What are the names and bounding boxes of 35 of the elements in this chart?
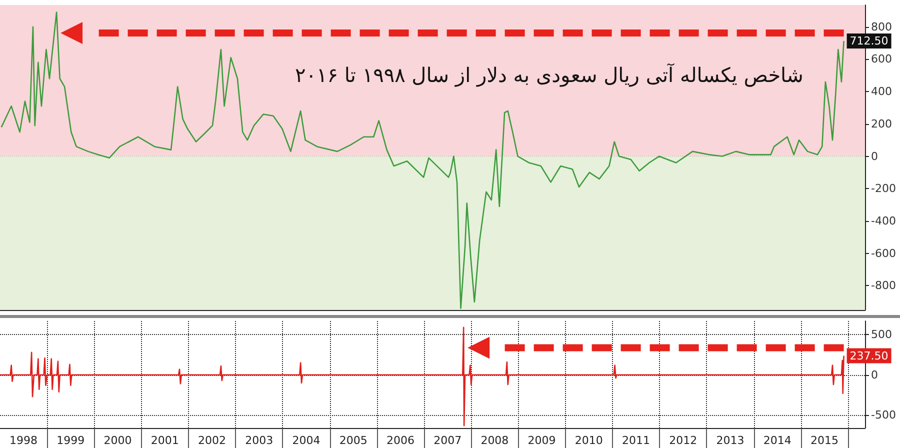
x-tick-label: 1999 [56, 434, 85, 447]
x-tick-label: 2015 [810, 434, 838, 447]
x-tick-label: 2004 [292, 434, 320, 447]
x-tick-label: 2003 [245, 434, 274, 447]
y-tick-label: -600 [871, 246, 896, 260]
x-tick-label: 2012 [669, 434, 698, 447]
y-tick-label: 400 [871, 85, 892, 98]
x-tick-label: 2008 [480, 434, 509, 447]
x-tick-label: 2000 [104, 434, 132, 447]
y-tick-label: 0 [871, 368, 878, 382]
x-tick-label: 2011 [622, 434, 650, 447]
y-tick-label: -400 [871, 214, 896, 228]
x-tick-label: 2014 [763, 434, 792, 447]
y-tick-label: 0 [871, 150, 878, 163]
x-tick-label: 2010 [574, 434, 603, 447]
y-tick-label: 500 [871, 328, 892, 342]
x-tick-label: 2007 [434, 434, 462, 447]
y-tick-label: -200 [871, 182, 896, 196]
line-series [0, 326, 844, 426]
y-tick-label: -800 [871, 279, 896, 292]
x-tick-label: 2002 [198, 434, 226, 447]
x-tick-label: 2013 [716, 434, 744, 447]
x-tick-label: 2001 [150, 434, 179, 447]
data-label: 712.50 [850, 34, 888, 48]
line-series [0, 12, 844, 310]
y-tick-label: 800 [871, 20, 892, 34]
data-label: 237.50 [850, 349, 888, 362]
x-tick-label: 2005 [339, 434, 368, 447]
x-tick-label: 2009 [528, 434, 556, 447]
text: شاخص یکساله آتی ریال سعودی به دلار از سال ۱۹۹۸ تا ۲۰۱۶ [295, 63, 804, 87]
y-tick-label: 200 [871, 117, 892, 130]
y-tick-label: 600 [871, 52, 892, 66]
y-tick-label: -500 [871, 408, 896, 422]
x-tick-label: 2006 [386, 434, 414, 447]
x-tick-label: 1998 [10, 434, 38, 447]
